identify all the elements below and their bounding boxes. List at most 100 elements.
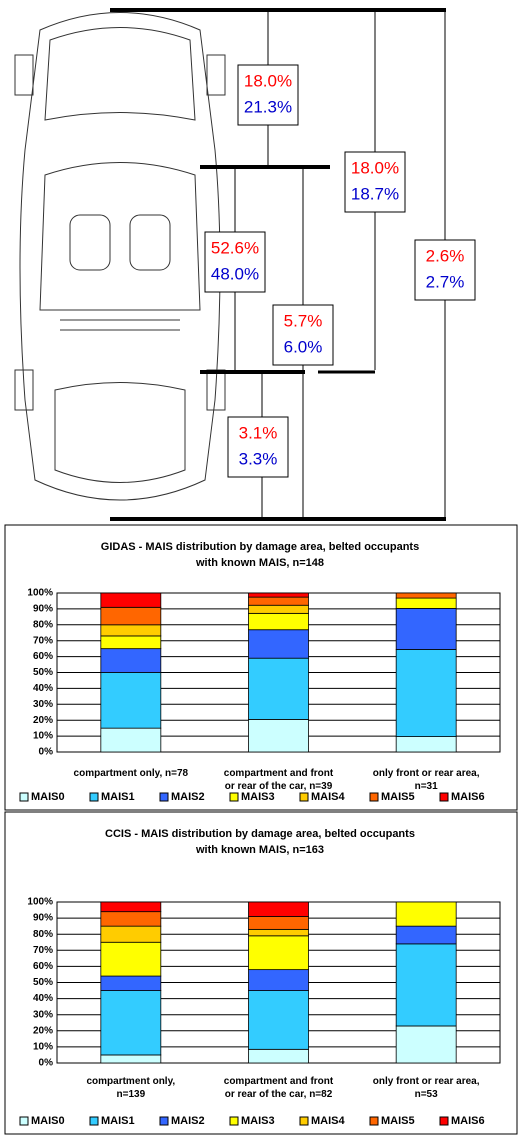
- legend-swatch: [369, 792, 379, 802]
- label-red: 2.6%: [426, 246, 465, 265]
- y-tick-label: 100%: [27, 897, 53, 908]
- bar-segment: [248, 596, 309, 606]
- y-tick-label: 10%: [33, 731, 53, 742]
- y-tick-label: 30%: [33, 1009, 53, 1020]
- y-tick-label: 90%: [33, 913, 53, 924]
- bar-segment: [395, 597, 457, 609]
- bar-segment: [248, 916, 309, 930]
- label-blue: 2.7%: [426, 272, 465, 291]
- x-tick-label: only front or rear area, n=53: [372, 1076, 480, 1100]
- bar-segment: [395, 608, 457, 650]
- legend-swatch: [229, 1116, 239, 1126]
- bar-segment: [248, 612, 309, 631]
- car-outline: [14, 12, 226, 501]
- label-box: [227, 416, 289, 478]
- label-blue: 18.7%: [351, 184, 399, 203]
- y-tick-label: 20%: [33, 1025, 53, 1036]
- y-tick-label: 60%: [33, 651, 53, 662]
- bar-segment: [395, 736, 457, 753]
- bar-segment: [395, 925, 457, 945]
- label-red: 3.1%: [239, 423, 278, 442]
- y-tick-label: 100%: [27, 588, 53, 599]
- legend-swatch: [369, 1116, 379, 1126]
- label-blue: 48.0%: [211, 264, 259, 283]
- x-tick-label: compartment only, n=78: [73, 768, 189, 779]
- bar-segment: [100, 925, 162, 943]
- percent-labels: 18.0% 21.3% 18.0% 18.7% 2.6% 2.7% 52.6% 48.0% 5.…: [204, 64, 476, 478]
- legend-swatch: [159, 1116, 169, 1126]
- charts: 0% 10% 20% 30% 40% 50% 60% 70% 80% 90% 100% MAIS0 MA…: [4, 524, 518, 1135]
- legend-swatch: [439, 792, 449, 802]
- legend-swatch: [299, 792, 309, 802]
- bar-segment: [248, 719, 309, 753]
- legend-swatch: [439, 1116, 449, 1126]
- y-tick-label: 0%: [39, 747, 54, 758]
- bar-segment: [248, 629, 309, 659]
- y-tick-label: 60%: [33, 961, 53, 972]
- y-tick-label: 40%: [33, 993, 53, 1004]
- bar-segment: [395, 1025, 457, 1064]
- label-blue: 6.0%: [284, 337, 323, 356]
- label-box: [414, 239, 476, 301]
- label-red: 18.0%: [244, 71, 292, 90]
- bar-segment: [100, 606, 162, 626]
- legend-label: MAIS3: [241, 791, 275, 803]
- bar-segment: [248, 928, 309, 937]
- bar-segment: [100, 975, 162, 991]
- y-tick-label: 40%: [33, 683, 53, 694]
- chart-title: CCIS - MAIS distribution by damage area,…: [105, 828, 415, 856]
- legend-label: MAIS4: [311, 791, 346, 803]
- y-tick-label: 70%: [33, 945, 53, 956]
- legend-label: MAIS1: [101, 791, 135, 803]
- legend-label: MAIS0: [31, 1115, 65, 1127]
- y-tick-label: 80%: [33, 929, 53, 940]
- bar-segment: [100, 911, 162, 927]
- bar-segment: [248, 969, 309, 991]
- legend-label: MAIS3: [241, 1115, 275, 1127]
- label-box: [204, 231, 266, 293]
- label-red: 5.7%: [284, 311, 323, 330]
- bar-segment: [248, 990, 309, 1050]
- bar-segment: [395, 649, 457, 737]
- bar-segment: [100, 1054, 162, 1064]
- x-tick-label: compartment and front or rear of the car…: [223, 1076, 334, 1100]
- y-tick-label: 30%: [33, 699, 53, 710]
- bar-segment: [395, 592, 457, 599]
- bar-segment: [100, 990, 162, 1056]
- legend-label: MAIS6: [451, 1115, 485, 1127]
- legend-label: MAIS2: [171, 1115, 205, 1127]
- legend-label: MAIS4: [311, 1115, 346, 1127]
- bar-segment: [100, 672, 162, 729]
- x-tick-label: only front or rear area, n=31: [372, 768, 480, 792]
- legend-label: MAIS1: [101, 1115, 135, 1127]
- label-red: 52.6%: [211, 238, 259, 257]
- bar-segment: [100, 624, 162, 637]
- bar-segment: [248, 1048, 309, 1064]
- legend-swatch: [89, 792, 99, 802]
- y-tick-label: 10%: [33, 1042, 53, 1053]
- bar-segment: [248, 935, 309, 971]
- x-tick-label: compartment and front or rear of the car…: [223, 768, 334, 792]
- bar-segment: [100, 727, 162, 753]
- legend-swatch: [299, 1116, 309, 1126]
- legend-label: MAIS0: [31, 791, 65, 803]
- legend-label: MAIS6: [451, 791, 485, 803]
- legend-label: MAIS2: [171, 791, 205, 803]
- legend-label: MAIS5: [381, 791, 415, 803]
- label-blue: 21.3%: [244, 97, 292, 116]
- legend-swatch: [159, 792, 169, 802]
- bar-segment: [248, 604, 309, 614]
- label-box: [344, 151, 406, 213]
- bar-segment: [100, 635, 162, 650]
- y-tick-label: 80%: [33, 619, 53, 630]
- y-tick-label: 50%: [33, 977, 53, 988]
- bar-segment: [248, 657, 309, 720]
- legend-label: MAIS5: [381, 1115, 415, 1127]
- x-tick-label: compartment only, n=139: [86, 1076, 176, 1100]
- chart-title: GIDAS - MAIS distribution by damage area…: [100, 541, 420, 569]
- legend-swatch: [19, 792, 29, 802]
- label-blue: 3.3%: [239, 449, 278, 468]
- bar-segment: [395, 901, 457, 927]
